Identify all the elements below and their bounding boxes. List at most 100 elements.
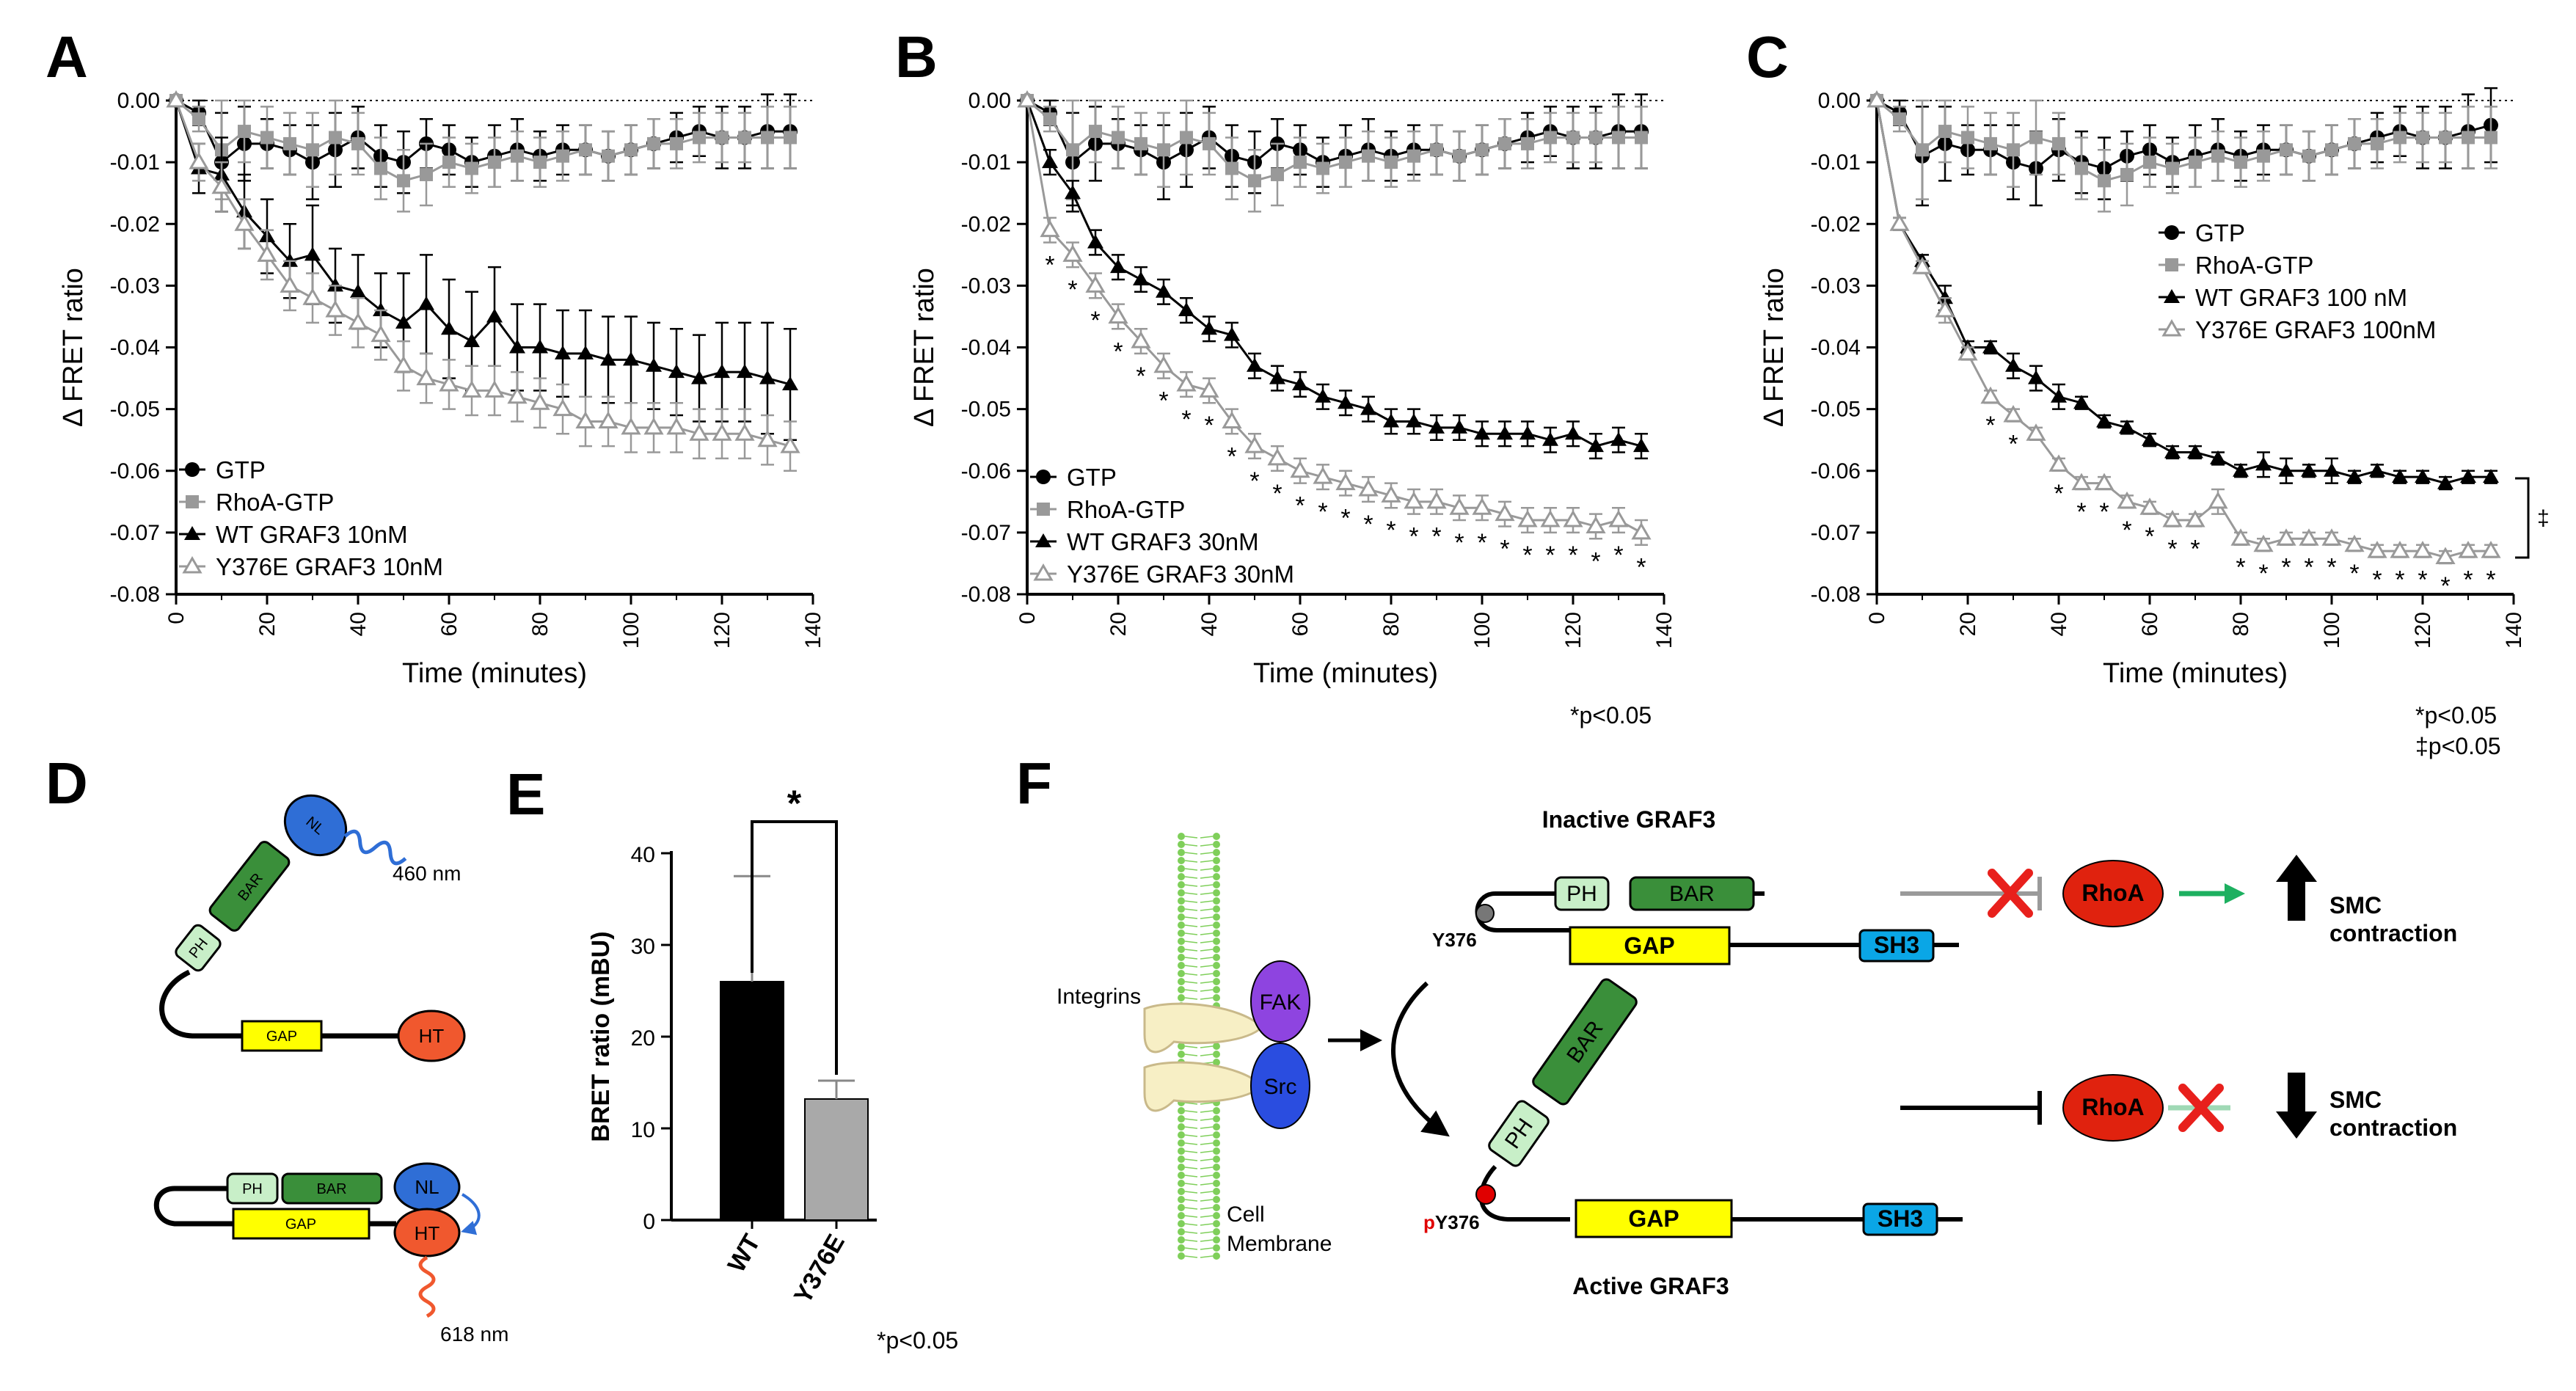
data-point — [1475, 143, 1489, 157]
data-point — [714, 364, 730, 379]
data-point — [1201, 321, 1217, 335]
lipid-tail — [1184, 868, 1198, 871]
data-point — [1453, 149, 1466, 163]
data-point — [668, 364, 685, 379]
lipid-head — [1213, 1172, 1220, 1179]
y-tick-label: -0.02 — [110, 212, 160, 236]
lipid-tail — [1184, 997, 1198, 1000]
data-point — [2096, 413, 2112, 428]
lipid-head — [1213, 913, 1220, 921]
legend-marker — [182, 556, 202, 574]
x-tick-label: 120 — [1561, 612, 1586, 649]
significance-star: * — [1522, 541, 1532, 569]
x-tick-label: 40 — [346, 612, 371, 636]
data-point — [1474, 426, 1490, 440]
ht-halotag-open — [397, 1010, 466, 1062]
lipid-head — [1178, 954, 1185, 961]
lipid-tail — [1200, 844, 1214, 847]
y-tick-label: -0.08 — [961, 583, 1011, 607]
significance-star: * — [1613, 541, 1623, 569]
y-tick-label: -0.03 — [961, 274, 1011, 298]
integrin-receptor — [1143, 1002, 1264, 1112]
active-gap-domain — [1575, 1199, 1733, 1238]
lipid-tail — [1184, 1142, 1198, 1145]
significance-star: * — [2122, 516, 2131, 544]
significance-star: * — [2418, 566, 2427, 594]
lipid-head — [1178, 938, 1185, 945]
y-tick-label: -0.01 — [961, 150, 1011, 175]
significance-star: * — [2099, 498, 2109, 526]
blocked-activation-x-icon — [2178, 1084, 2224, 1132]
data-point — [304, 247, 321, 261]
lipid-tail — [1184, 1126, 1198, 1129]
lipid-head — [1213, 1123, 1220, 1131]
data-point — [2255, 456, 2272, 471]
data-point — [1563, 510, 1583, 527]
significance-star: * — [2372, 566, 2382, 594]
bar-domain-closed — [281, 1172, 383, 1205]
ht-label-open: HT — [419, 1025, 445, 1047]
inactive-gap-domain — [1569, 926, 1731, 965]
lipid-tail — [1184, 1167, 1198, 1169]
series-line — [175, 99, 790, 182]
series-y376e-graf3-10nm — [166, 90, 800, 472]
significance-star: * — [2008, 430, 2018, 458]
x-tick-label: 120 — [710, 612, 734, 649]
data-point — [2029, 131, 2043, 145]
lipid-head — [1178, 1123, 1185, 1131]
lipid-head — [1213, 1059, 1220, 1066]
lipid-tail — [1184, 1231, 1198, 1234]
lipid-head — [1213, 954, 1220, 961]
lipid-head — [1213, 962, 1220, 969]
data-point — [1269, 370, 1285, 384]
lipid-head — [1213, 1131, 1220, 1139]
sig-note-b: *p<0.05 — [1570, 702, 1652, 729]
inactive-bar-label: BAR — [1669, 882, 1715, 906]
data-point — [2412, 541, 2433, 558]
gap-domain-open — [241, 1020, 323, 1052]
data-point — [1248, 174, 1261, 188]
series-gtp — [1020, 93, 1649, 213]
series-line — [1876, 99, 2492, 170]
data-point — [2416, 131, 2429, 145]
data-point — [2325, 143, 2338, 157]
lipid-head — [1178, 1147, 1185, 1155]
lipid-head — [1178, 1252, 1185, 1260]
lipid-tail — [1184, 900, 1198, 903]
fret-chart-a: 0.00 -0.01 -0.02 -0.03 -0.04 -0.05 -0.06 -0.07 -… — [58, 89, 825, 689]
lipid-head — [1178, 833, 1185, 840]
data-point — [2462, 131, 2475, 145]
lipid-head — [1178, 865, 1185, 872]
x-tick-label: 100 — [1470, 612, 1495, 649]
data-point — [784, 131, 797, 145]
lipid-head — [1213, 1244, 1220, 1252]
lipid-head — [1178, 1107, 1185, 1114]
significance-star: * — [1636, 554, 1646, 582]
panel-label-f: F — [1016, 751, 1052, 816]
x-tick-label: 80 — [1379, 612, 1404, 636]
data-point — [2346, 469, 2362, 483]
lipid-head — [1213, 1107, 1220, 1114]
data-point — [1566, 131, 1580, 145]
lipid-tail — [1184, 876, 1198, 879]
x-tick-label: WT — [723, 1230, 766, 1277]
series-line — [1876, 99, 2491, 182]
lipid-head — [1213, 873, 1220, 880]
x-tick-label: 0 — [1015, 612, 1040, 624]
data-point — [1131, 331, 1151, 348]
lipid-tail — [1200, 981, 1214, 984]
ph-domain-closed — [226, 1172, 279, 1205]
data-point — [1110, 259, 1126, 274]
lipid-head — [1178, 978, 1185, 985]
data-point — [439, 373, 459, 392]
gap-label-closed: GAP — [285, 1216, 316, 1233]
cell-membrane — [1178, 833, 1220, 1260]
y-tick-label: -0.04 — [110, 336, 160, 360]
data-point — [577, 345, 594, 359]
legend-marker — [184, 526, 200, 540]
data-point — [715, 131, 729, 145]
data-point — [1156, 283, 1172, 298]
data-point — [1315, 388, 1331, 403]
fak-kinase — [1250, 960, 1310, 1043]
data-point — [2119, 419, 2135, 434]
